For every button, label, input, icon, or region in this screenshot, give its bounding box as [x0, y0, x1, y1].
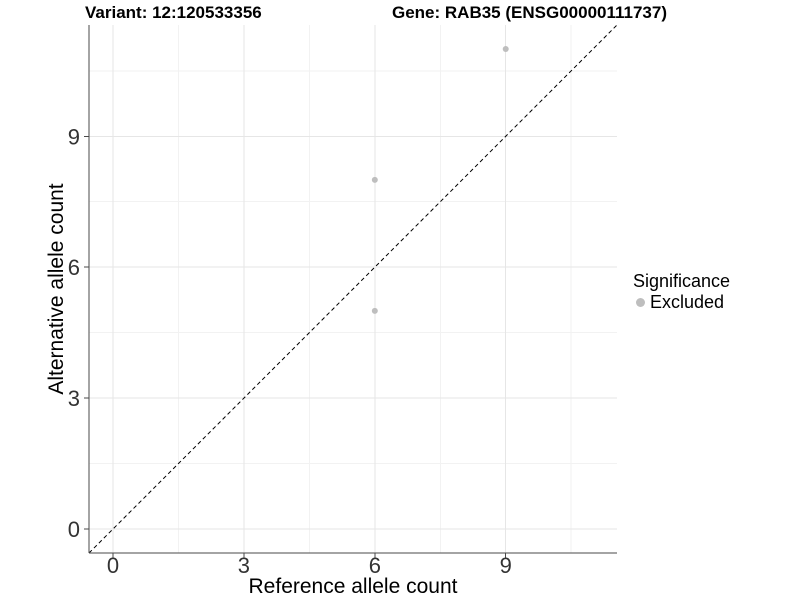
- data-point: [371, 307, 378, 314]
- legend-point-icon: [636, 297, 645, 307]
- legend-title: Significance: [633, 271, 731, 291]
- y-tick-label: 6: [68, 255, 80, 280]
- y-tick-label: 9: [68, 124, 80, 149]
- x-tick-label: 6: [369, 553, 381, 578]
- legend-item-excluded: Excluded: [636, 292, 730, 312]
- y-axis-title: Alternative allele count: [45, 183, 68, 395]
- legend-item-label: Excluded: [650, 291, 725, 312]
- x-tick-label: 3: [238, 553, 250, 578]
- data-point: [502, 46, 509, 52]
- y-tick-label: 3: [68, 386, 80, 411]
- x-tick-label: 9: [500, 553, 512, 578]
- data-point: [371, 176, 378, 183]
- y-tick-label: 0: [68, 517, 80, 542]
- legend: Significance Excluded: [633, 270, 730, 312]
- variant-title: Variant: 12:120533356: [85, 3, 262, 22]
- identity-dashed-line: [88, 24, 618, 554]
- x-tick-label: 0: [107, 553, 119, 578]
- x-axis-title: Reference allele count: [248, 575, 458, 598]
- gene-title: Gene: RAB35 (ENSG00000111737): [392, 3, 667, 22]
